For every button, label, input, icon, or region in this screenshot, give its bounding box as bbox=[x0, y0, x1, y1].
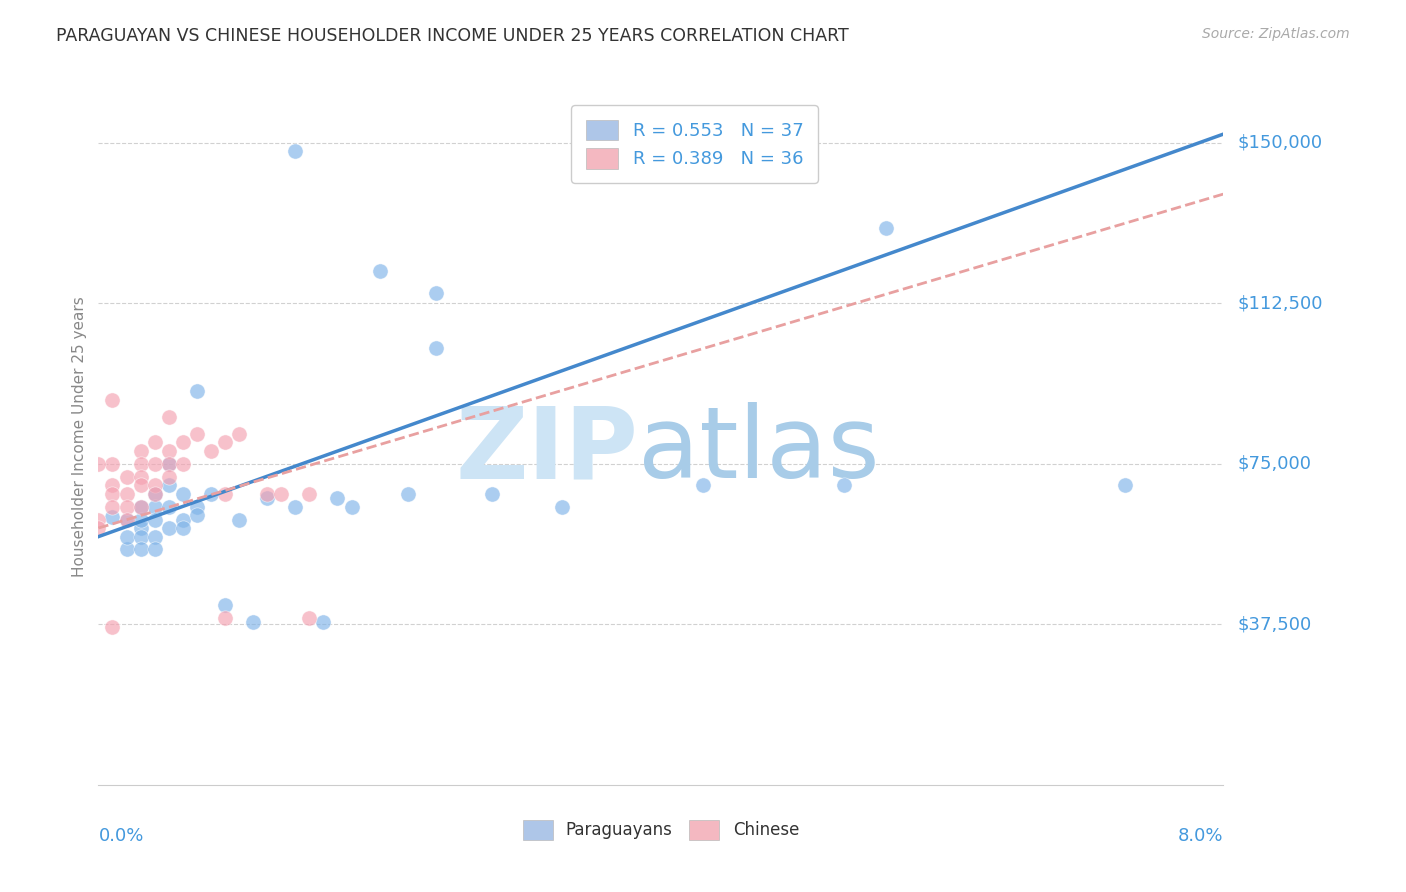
Point bbox=[340, 500, 363, 514]
Point bbox=[228, 512, 250, 526]
Point bbox=[115, 487, 138, 501]
Point bbox=[186, 500, 208, 514]
Point bbox=[129, 444, 152, 458]
Point bbox=[157, 469, 180, 483]
Point bbox=[200, 487, 222, 501]
Text: atlas: atlas bbox=[638, 402, 880, 500]
Point bbox=[298, 487, 321, 501]
Point bbox=[186, 426, 208, 441]
Point bbox=[143, 435, 166, 450]
Text: Source: ZipAtlas.com: Source: ZipAtlas.com bbox=[1202, 27, 1350, 41]
Point bbox=[101, 487, 124, 501]
Point bbox=[186, 508, 208, 523]
Point bbox=[270, 487, 292, 501]
Point bbox=[214, 487, 236, 501]
Point bbox=[172, 487, 194, 501]
Point bbox=[284, 500, 307, 514]
Point bbox=[87, 457, 110, 471]
Point bbox=[143, 500, 166, 514]
Point bbox=[143, 542, 166, 557]
Point bbox=[214, 598, 236, 612]
Point bbox=[115, 542, 138, 557]
Point bbox=[228, 426, 250, 441]
Point bbox=[129, 542, 152, 557]
Point bbox=[551, 500, 574, 514]
Point bbox=[242, 615, 264, 630]
Point bbox=[101, 478, 124, 492]
Point bbox=[87, 512, 110, 526]
Point bbox=[157, 478, 180, 492]
Point bbox=[129, 469, 152, 483]
Point bbox=[396, 487, 419, 501]
Point bbox=[284, 145, 307, 159]
Point bbox=[157, 409, 180, 424]
Point bbox=[115, 512, 138, 526]
Point bbox=[326, 491, 349, 505]
Point bbox=[129, 521, 152, 535]
Point bbox=[143, 487, 166, 501]
Point bbox=[143, 457, 166, 471]
Text: ZIP: ZIP bbox=[456, 402, 638, 500]
Y-axis label: Householder Income Under 25 years: Householder Income Under 25 years bbox=[72, 297, 87, 577]
Text: 8.0%: 8.0% bbox=[1178, 827, 1223, 845]
Point bbox=[172, 457, 194, 471]
Point bbox=[129, 500, 152, 514]
Text: $37,500: $37,500 bbox=[1237, 615, 1312, 633]
Point bbox=[129, 530, 152, 544]
Point bbox=[101, 500, 124, 514]
Point bbox=[101, 619, 124, 633]
Point bbox=[129, 478, 152, 492]
Point bbox=[115, 530, 138, 544]
Point bbox=[115, 512, 138, 526]
Point bbox=[172, 435, 194, 450]
Text: $112,500: $112,500 bbox=[1237, 294, 1323, 312]
Point bbox=[481, 487, 503, 501]
Point bbox=[129, 500, 152, 514]
Text: 0.0%: 0.0% bbox=[98, 827, 143, 845]
Point bbox=[87, 521, 110, 535]
Text: PARAGUAYAN VS CHINESE HOUSEHOLDER INCOME UNDER 25 YEARS CORRELATION CHART: PARAGUAYAN VS CHINESE HOUSEHOLDER INCOME… bbox=[56, 27, 849, 45]
Point bbox=[312, 615, 335, 630]
Point bbox=[129, 512, 152, 526]
Legend: Paraguayans, Chinese: Paraguayans, Chinese bbox=[516, 814, 806, 847]
Point bbox=[157, 444, 180, 458]
Point bbox=[832, 478, 855, 492]
Point bbox=[157, 457, 180, 471]
Point bbox=[875, 221, 897, 235]
Point bbox=[200, 444, 222, 458]
Point bbox=[172, 521, 194, 535]
Point bbox=[214, 435, 236, 450]
Point bbox=[143, 530, 166, 544]
Point bbox=[129, 457, 152, 471]
Point bbox=[115, 469, 138, 483]
Point bbox=[143, 512, 166, 526]
Point bbox=[157, 521, 180, 535]
Point bbox=[298, 611, 321, 625]
Point bbox=[172, 512, 194, 526]
Point bbox=[256, 491, 278, 505]
Point bbox=[101, 457, 124, 471]
Text: $150,000: $150,000 bbox=[1237, 134, 1322, 152]
Point bbox=[425, 285, 447, 300]
Point bbox=[186, 384, 208, 398]
Point bbox=[143, 487, 166, 501]
Point bbox=[157, 500, 180, 514]
Point bbox=[143, 478, 166, 492]
Text: $75,000: $75,000 bbox=[1237, 455, 1312, 473]
Point bbox=[256, 487, 278, 501]
Point bbox=[101, 392, 124, 407]
Point bbox=[115, 500, 138, 514]
Point bbox=[1114, 478, 1136, 492]
Point bbox=[101, 510, 124, 524]
Point bbox=[692, 478, 714, 492]
Point bbox=[157, 457, 180, 471]
Point bbox=[425, 341, 447, 355]
Point bbox=[368, 264, 391, 278]
Point bbox=[214, 611, 236, 625]
